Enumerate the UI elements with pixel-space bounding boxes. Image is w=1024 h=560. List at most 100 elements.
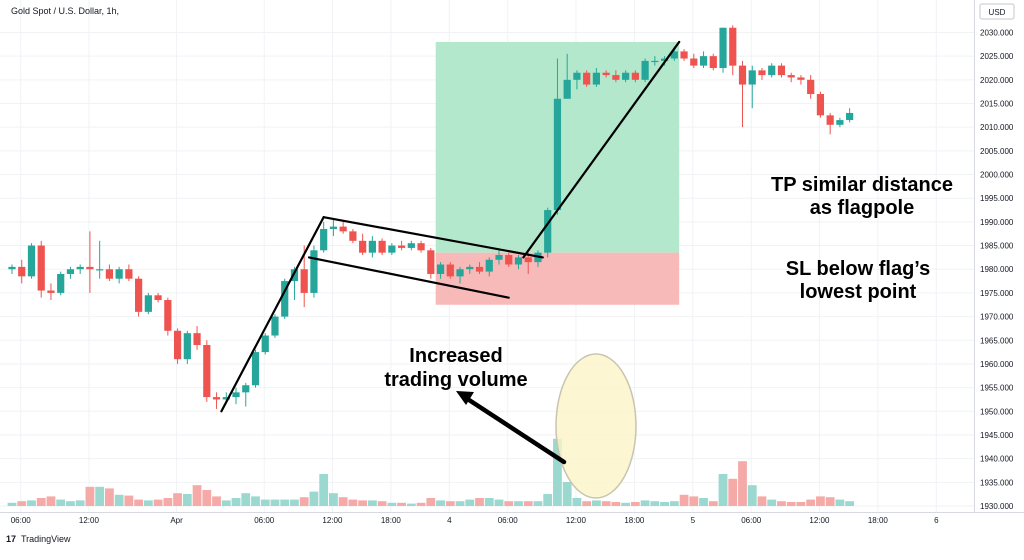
candle <box>37 240 45 298</box>
candle <box>427 247 435 279</box>
volume-bar <box>105 488 114 506</box>
volume-bar <box>777 501 786 506</box>
time-tick-label: 06:00 <box>741 516 762 525</box>
candle-body <box>563 79 571 99</box>
candle-body <box>719 27 727 68</box>
volume-bar <box>66 501 75 506</box>
candle-body <box>592 72 600 85</box>
arrow-head <box>456 391 474 405</box>
flagpole-line <box>220 216 325 413</box>
price-axis[interactable]: 2030.000 2025.000 2020.000 2015.000 2010.000… <box>974 0 1014 512</box>
candle <box>524 252 532 274</box>
volume-bar <box>504 501 514 506</box>
time-axis[interactable]: 06:00 12:00 Apr 06:00 12:00 18:00 4 06:00 12:00 1… <box>0 512 1024 526</box>
volume-bar <box>338 497 348 506</box>
candle-body <box>612 75 620 80</box>
volume-bar <box>465 499 475 506</box>
tp-annotation-line2: as flagpole <box>810 197 914 219</box>
candle <box>699 51 708 68</box>
candle-body <box>544 210 552 253</box>
candle-body <box>193 333 201 345</box>
volume-bar <box>212 496 221 506</box>
tradingview-logo[interactable]: 17 TradingView <box>6 534 71 544</box>
time-tick-label: 12:00 <box>79 516 100 525</box>
candle-body <box>105 269 113 279</box>
candle <box>57 271 65 296</box>
volume-bar <box>46 496 56 506</box>
candle <box>329 219 338 237</box>
volume-bar <box>543 494 553 506</box>
candle <box>797 75 805 85</box>
candle-body <box>787 75 795 78</box>
volume-bar <box>484 498 494 506</box>
candle <box>505 252 513 267</box>
volume-bar <box>455 501 465 506</box>
time-tick-label: 4 <box>447 516 452 525</box>
volume-bar <box>689 496 699 506</box>
candle-body <box>768 65 776 76</box>
candle <box>456 266 464 284</box>
candle-body <box>505 255 513 265</box>
candle-body <box>57 273 65 293</box>
candle-body <box>349 231 357 241</box>
sl-annotation-line1: SL below flag’s <box>786 258 930 280</box>
candle-body <box>456 269 464 277</box>
volume-bar <box>329 493 338 506</box>
volume-bar <box>562 482 572 506</box>
candle <box>612 70 620 83</box>
volume-bar <box>27 500 36 506</box>
candle-body <box>690 58 698 66</box>
candle <box>777 63 786 78</box>
volume-bar <box>621 502 631 506</box>
flag-lower-line <box>307 256 510 299</box>
target-projection-line <box>522 40 681 259</box>
time-tick-label: 12:00 <box>322 516 343 525</box>
volume-bar <box>796 502 806 506</box>
price-tick-label: 1990.000 <box>980 218 1014 227</box>
candle <box>738 60 747 128</box>
candle-body <box>164 300 172 331</box>
price-tick-label: 1940.000 <box>980 455 1014 464</box>
candle-body <box>407 243 415 248</box>
candle <box>709 53 717 71</box>
candle-body <box>37 245 45 291</box>
volume-bar <box>36 498 46 506</box>
price-tick-label: 1935.000 <box>980 478 1014 487</box>
candle <box>407 240 415 251</box>
price-tick-label: 2030.000 <box>980 28 1014 37</box>
time-tick-label: Apr <box>170 516 183 525</box>
currency-badge[interactable]: USD <box>979 3 1015 20</box>
candle-body <box>485 259 493 272</box>
candle <box>514 255 523 270</box>
candle-body <box>251 352 260 386</box>
candle-body <box>281 281 289 317</box>
volume-bar <box>173 493 182 506</box>
candle-body <box>826 115 834 125</box>
candle <box>47 283 55 301</box>
volume-bar <box>387 502 397 506</box>
volume-bar <box>445 501 455 506</box>
volume-arrow <box>456 391 567 465</box>
candle-body <box>777 65 786 76</box>
price-tick-label: 2005.000 <box>980 147 1014 156</box>
candle-body <box>212 397 221 400</box>
candle-body <box>524 257 532 263</box>
volume-bar <box>523 501 533 506</box>
chart-title: Gold Spot / U.S. Dollar, 1h, <box>11 6 119 16</box>
volume-bar <box>650 501 660 506</box>
candle-body <box>378 240 386 253</box>
volume-bar <box>192 485 202 506</box>
candle <box>641 58 649 83</box>
trend-lines <box>220 40 681 413</box>
candle <box>251 349 260 388</box>
candle <box>602 70 610 78</box>
volume-bar <box>816 496 825 506</box>
candle <box>495 250 503 265</box>
volume-bar <box>290 499 299 506</box>
volume-highlight-ellipse <box>555 353 637 499</box>
volume-bar <box>738 461 747 506</box>
volume-bar <box>75 500 85 506</box>
candle-body <box>583 72 591 85</box>
candle <box>446 262 454 279</box>
